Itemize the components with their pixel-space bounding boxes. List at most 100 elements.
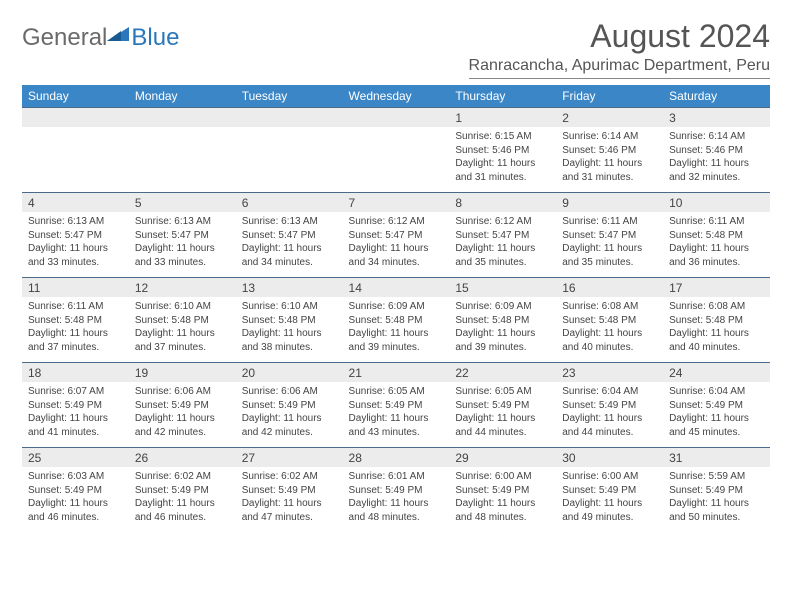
day-cell: Sunrise: 6:13 AMSunset: 5:47 PMDaylight:… [129,212,236,278]
daylight-text: Daylight: 11 hours and 50 minutes. [669,497,764,524]
sunset-text: Sunset: 5:46 PM [562,144,657,158]
daylight-text: Daylight: 11 hours and 34 minutes. [349,242,444,269]
day-cell: Sunrise: 6:05 AMSunset: 5:49 PMDaylight:… [343,382,450,448]
sunset-text: Sunset: 5:49 PM [349,399,444,413]
sunset-text: Sunset: 5:46 PM [455,144,550,158]
day-cell: Sunrise: 6:11 AMSunset: 5:48 PMDaylight:… [663,212,770,278]
daylight-text: Daylight: 11 hours and 43 minutes. [349,412,444,439]
daylight-text: Daylight: 11 hours and 39 minutes. [455,327,550,354]
day-number-row: 123 [22,108,770,128]
day-cell: Sunrise: 6:12 AMSunset: 5:47 PMDaylight:… [343,212,450,278]
sunset-text: Sunset: 5:49 PM [28,399,123,413]
sunrise-text: Sunrise: 6:12 AM [455,215,550,229]
sunrise-text: Sunrise: 6:06 AM [242,385,337,399]
daylight-text: Daylight: 11 hours and 32 minutes. [669,157,764,184]
sunrise-text: Sunrise: 6:05 AM [349,385,444,399]
day-cell: Sunrise: 5:59 AMSunset: 5:49 PMDaylight:… [663,467,770,532]
day-number: 10 [663,193,770,213]
daylight-text: Daylight: 11 hours and 39 minutes. [349,327,444,354]
sunset-text: Sunset: 5:47 PM [242,229,337,243]
day-number: 22 [449,363,556,383]
sunrise-text: Sunrise: 6:09 AM [455,300,550,314]
daylight-text: Daylight: 11 hours and 42 minutes. [135,412,230,439]
sunset-text: Sunset: 5:49 PM [242,399,337,413]
sunset-text: Sunset: 5:49 PM [135,399,230,413]
day-cell [236,127,343,193]
day-number: 26 [129,448,236,468]
day-number: 8 [449,193,556,213]
sunset-text: Sunset: 5:49 PM [242,484,337,498]
day-number: 25 [22,448,129,468]
day-header-row: SundayMondayTuesdayWednesdayThursdayFrid… [22,85,770,108]
sunset-text: Sunset: 5:49 PM [562,484,657,498]
sunset-text: Sunset: 5:49 PM [455,399,550,413]
day-cell: Sunrise: 6:00 AMSunset: 5:49 PMDaylight:… [449,467,556,532]
day-number: 16 [556,278,663,298]
day-number [343,108,450,128]
sunrise-text: Sunrise: 6:01 AM [349,470,444,484]
day-number: 5 [129,193,236,213]
calendar-table: SundayMondayTuesdayWednesdayThursdayFrid… [22,85,770,532]
day-number [236,108,343,128]
sunset-text: Sunset: 5:49 PM [28,484,123,498]
day-number: 2 [556,108,663,128]
daylight-text: Daylight: 11 hours and 37 minutes. [135,327,230,354]
sunset-text: Sunset: 5:47 PM [28,229,123,243]
day-content-row: Sunrise: 6:07 AMSunset: 5:49 PMDaylight:… [22,382,770,448]
day-cell: Sunrise: 6:04 AMSunset: 5:49 PMDaylight:… [663,382,770,448]
sunrise-text: Sunrise: 6:00 AM [455,470,550,484]
day-cell: Sunrise: 6:04 AMSunset: 5:49 PMDaylight:… [556,382,663,448]
sunrise-text: Sunrise: 6:13 AM [242,215,337,229]
day-number: 1 [449,108,556,128]
sunrise-text: Sunrise: 6:12 AM [349,215,444,229]
day-number: 30 [556,448,663,468]
day-number-row: 18192021222324 [22,363,770,383]
daylight-text: Daylight: 11 hours and 45 minutes. [669,412,764,439]
sunrise-text: Sunrise: 6:02 AM [135,470,230,484]
daylight-text: Daylight: 11 hours and 49 minutes. [562,497,657,524]
sunset-text: Sunset: 5:48 PM [455,314,550,328]
sunset-text: Sunset: 5:47 PM [349,229,444,243]
daylight-text: Daylight: 11 hours and 34 minutes. [242,242,337,269]
day-content-row: Sunrise: 6:15 AMSunset: 5:46 PMDaylight:… [22,127,770,193]
daylight-text: Daylight: 11 hours and 33 minutes. [28,242,123,269]
sunrise-text: Sunrise: 6:13 AM [135,215,230,229]
day-cell: Sunrise: 6:15 AMSunset: 5:46 PMDaylight:… [449,127,556,193]
sunrise-text: Sunrise: 6:04 AM [669,385,764,399]
day-number: 3 [663,108,770,128]
sunrise-text: Sunrise: 6:11 AM [669,215,764,229]
sunrise-text: Sunrise: 6:00 AM [562,470,657,484]
day-cell: Sunrise: 6:03 AMSunset: 5:49 PMDaylight:… [22,467,129,532]
day-number: 6 [236,193,343,213]
daylight-text: Daylight: 11 hours and 46 minutes. [28,497,123,524]
daylight-text: Daylight: 11 hours and 46 minutes. [135,497,230,524]
day-number: 13 [236,278,343,298]
sunset-text: Sunset: 5:49 PM [349,484,444,498]
header: General Blue August 2024 Ranracancha, Ap… [22,18,770,79]
day-cell: Sunrise: 6:08 AMSunset: 5:48 PMDaylight:… [663,297,770,363]
day-cell [129,127,236,193]
day-number: 28 [343,448,450,468]
sunrise-text: Sunrise: 5:59 AM [669,470,764,484]
sunset-text: Sunset: 5:48 PM [349,314,444,328]
daylight-text: Daylight: 11 hours and 41 minutes. [28,412,123,439]
day-header: Saturday [663,85,770,108]
daylight-text: Daylight: 11 hours and 38 minutes. [242,327,337,354]
day-number-row: 45678910 [22,193,770,213]
day-cell: Sunrise: 6:13 AMSunset: 5:47 PMDaylight:… [22,212,129,278]
day-cell: Sunrise: 6:13 AMSunset: 5:47 PMDaylight:… [236,212,343,278]
day-cell: Sunrise: 6:12 AMSunset: 5:47 PMDaylight:… [449,212,556,278]
day-cell: Sunrise: 6:01 AMSunset: 5:49 PMDaylight:… [343,467,450,532]
daylight-text: Daylight: 11 hours and 31 minutes. [455,157,550,184]
daylight-text: Daylight: 11 hours and 40 minutes. [562,327,657,354]
sunset-text: Sunset: 5:48 PM [669,229,764,243]
sunrise-text: Sunrise: 6:07 AM [28,385,123,399]
sunrise-text: Sunrise: 6:09 AM [349,300,444,314]
day-number: 31 [663,448,770,468]
sunset-text: Sunset: 5:49 PM [135,484,230,498]
day-cell: Sunrise: 6:11 AMSunset: 5:47 PMDaylight:… [556,212,663,278]
daylight-text: Daylight: 11 hours and 47 minutes. [242,497,337,524]
day-number: 27 [236,448,343,468]
day-cell: Sunrise: 6:06 AMSunset: 5:49 PMDaylight:… [129,382,236,448]
day-cell: Sunrise: 6:14 AMSunset: 5:46 PMDaylight:… [556,127,663,193]
